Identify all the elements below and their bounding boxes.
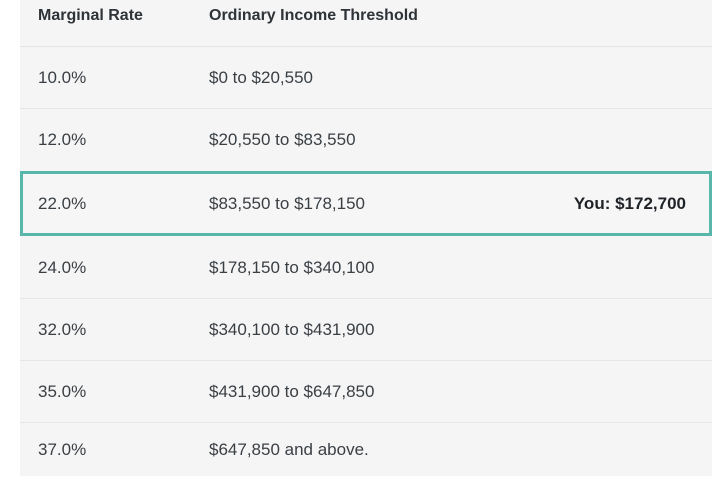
table-row: 10.0% $0 to $20,550 (20, 47, 712, 108)
row-divider (20, 108, 712, 109)
header-divider (20, 46, 712, 47)
table-row: 12.0% $20,550 to $83,550 (20, 109, 712, 170)
row-divider (20, 360, 712, 361)
your-income-label: You: $172,700 (573, 193, 686, 213)
rate-cell: 24.0% (38, 257, 87, 277)
row-divider (20, 422, 712, 423)
table-row-highlighted: 22.0% $83,550 to $178,150 You: $172,700 (20, 171, 712, 236)
rate-cell: 10.0% (38, 67, 87, 87)
rate-cell: 32.0% (38, 319, 87, 339)
table-header: Marginal Rate Ordinary Income Threshold (20, 0, 712, 46)
threshold-cell: $20,550 to $83,550 (209, 129, 356, 149)
rate-cell: 12.0% (38, 129, 87, 149)
header-marginal-rate: Marginal Rate (38, 7, 143, 24)
rate-cell: 22.0% (38, 193, 87, 213)
table-row: 37.0% $647,850 and above. (20, 423, 712, 476)
rate-cell: 37.0% (38, 439, 87, 459)
header-income-threshold: Ordinary Income Threshold (209, 7, 418, 24)
table-row: 35.0% $431,900 to $647,850 (20, 361, 712, 422)
table-row: 24.0% $178,150 to $340,100 (20, 237, 712, 298)
threshold-cell: $431,900 to $647,850 (209, 381, 375, 401)
threshold-cell: $83,550 to $178,150 (209, 193, 365, 213)
threshold-cell: $340,100 to $431,900 (209, 319, 375, 339)
row-divider (20, 298, 712, 299)
threshold-cell: $647,850 and above. (209, 439, 369, 459)
threshold-cell: $0 to $20,550 (209, 67, 313, 87)
table-row: 32.0% $340,100 to $431,900 (20, 299, 712, 360)
rate-cell: 35.0% (38, 381, 87, 401)
tax-bracket-table: Marginal Rate Ordinary Income Threshold … (20, 0, 712, 476)
threshold-cell: $178,150 to $340,100 (209, 257, 375, 277)
